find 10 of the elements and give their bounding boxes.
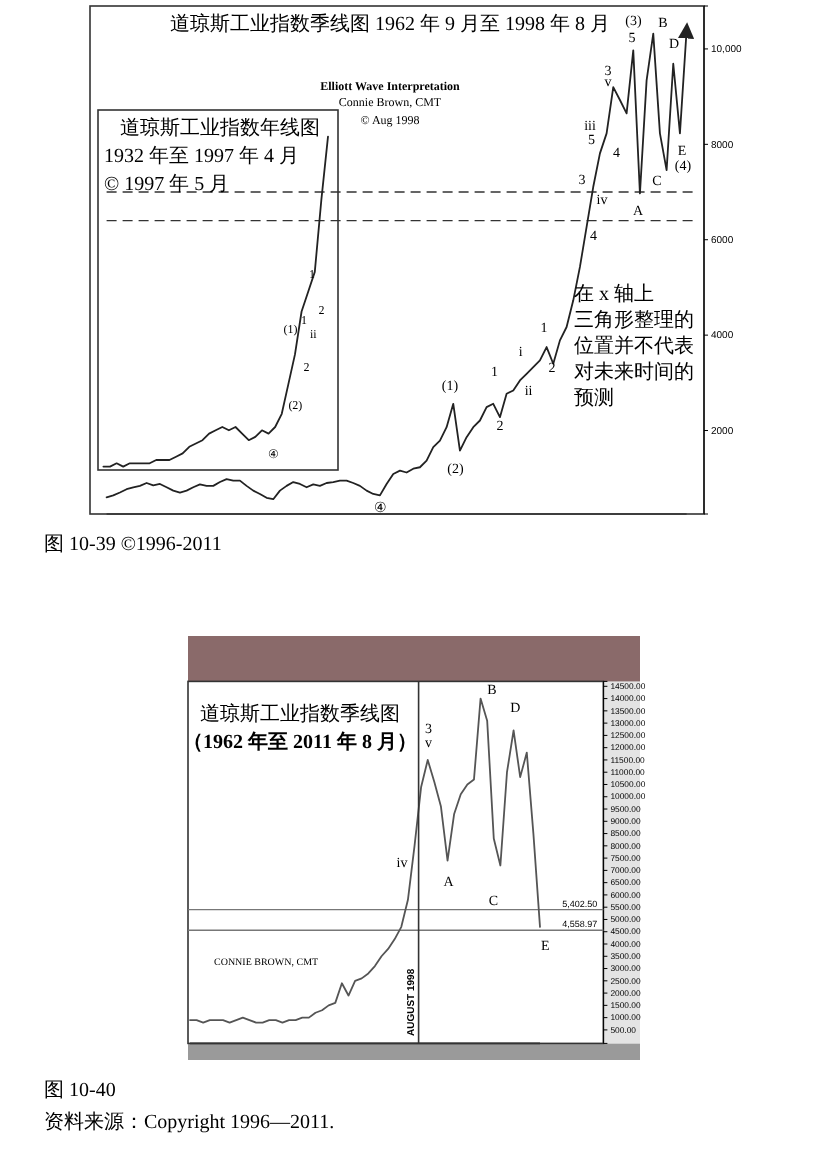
annotation: 在 x 轴上三角形整理的位置并不代表对未来时间的预测	[574, 282, 694, 410]
annotation: 1932 年至 1997 年 4 月	[104, 144, 299, 168]
text: （1962 年至 2011 年 8 月）	[183, 730, 417, 754]
chart-title: 道琼斯工业指数季线图 1962 年 9 月至 1998 年 8 月	[170, 12, 610, 36]
text: 资料来源：Copyright 1996—2011.	[44, 1110, 335, 1134]
caption: 图 10-39 ©1996-2011	[44, 534, 222, 556]
annotation: © 1997 年 5 月	[104, 172, 230, 196]
caption: 图 10-40	[44, 1080, 116, 1102]
text: 道琼斯工业指数季线图	[200, 702, 400, 726]
chart-title: 道琼斯工业指数年线图	[120, 116, 320, 140]
